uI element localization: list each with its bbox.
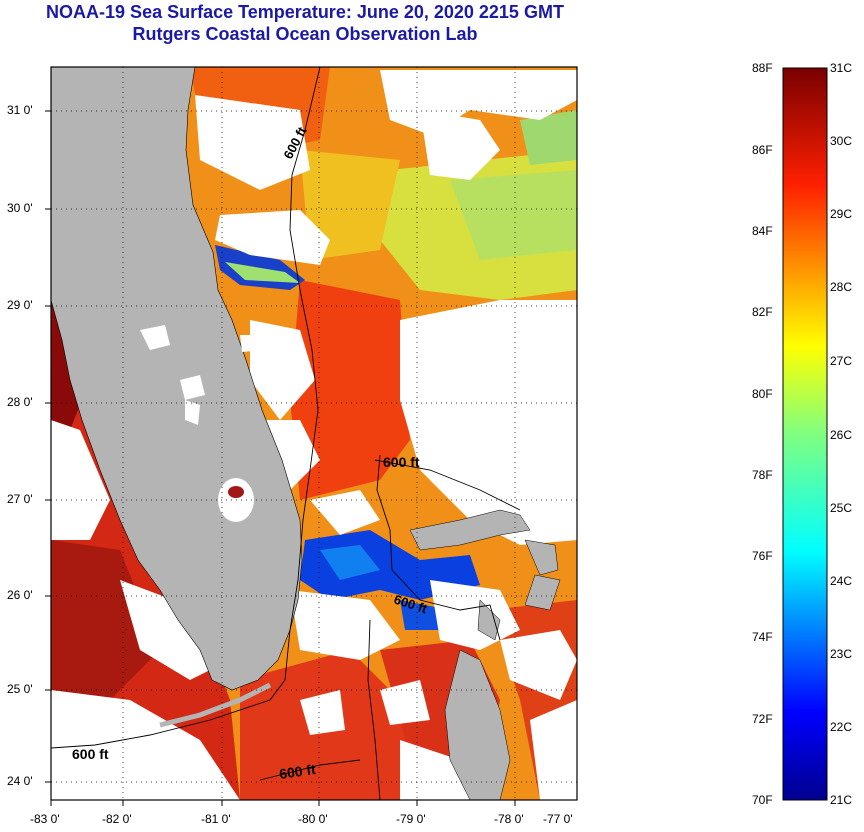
cloud-cover xyxy=(530,700,577,800)
florida-landmass xyxy=(51,67,303,691)
temperature-colorbar xyxy=(782,67,828,801)
warm-zone xyxy=(290,280,410,500)
isobath-label: 600 ft xyxy=(278,761,317,782)
colorbar-label-f: 78F xyxy=(752,468,773,482)
colorbar-label-f: 72F xyxy=(752,712,773,726)
latitude-label: 31 0' xyxy=(7,103,33,117)
cool-zone xyxy=(450,170,577,260)
longitude-label: -79 0' xyxy=(396,812,426,826)
colorbar-label-c: 21C xyxy=(830,793,853,807)
cloud-cover xyxy=(51,420,110,540)
isobath-600ft xyxy=(376,454,501,641)
colorbar-label-f: 86F xyxy=(752,143,773,157)
isobath-600ft xyxy=(259,759,361,781)
colorbar-label-f: 82F xyxy=(752,305,773,319)
cloud-cover xyxy=(51,690,240,800)
isobath-600ft xyxy=(374,459,521,511)
latitude-label: 26 0' xyxy=(7,588,33,602)
latitude-label: 25 0' xyxy=(7,682,33,696)
latitude-label: 24 0' xyxy=(7,774,33,788)
latitude-label: 28 0' xyxy=(7,395,33,409)
abaco xyxy=(524,539,559,576)
colorbar-label-c: 26C xyxy=(830,428,853,442)
cloud-cover xyxy=(310,490,380,535)
cloud-cover xyxy=(380,680,430,725)
cloud-cover xyxy=(215,210,330,265)
cloud-cover xyxy=(430,470,500,520)
colorbar-label-f: 80F xyxy=(752,387,773,401)
colorbar-label-f: 70F xyxy=(752,793,773,807)
cool-zone xyxy=(520,110,577,165)
colorbar-label-c: 31C xyxy=(830,61,853,75)
graticule xyxy=(51,67,577,800)
eleuthera xyxy=(524,574,561,611)
isobath-600ft xyxy=(367,619,381,800)
cloud-cover xyxy=(185,400,200,425)
isobath-label: 600 ft xyxy=(383,454,420,470)
colorbar-label-c: 23C xyxy=(830,647,853,661)
cloud-cover xyxy=(300,690,345,735)
colorbar-label-f: 84F xyxy=(752,224,773,238)
cloud-cover xyxy=(290,590,400,660)
latitude-label: 30 0' xyxy=(7,201,33,215)
lake-sst xyxy=(228,486,244,498)
colorbar-label-c: 24C xyxy=(830,574,853,588)
map-title: NOAA-19 Sea Surface Temperature: June 20… xyxy=(46,2,564,22)
axis-ticks xyxy=(45,110,516,806)
cloud-cover xyxy=(240,335,262,352)
longitude-label: -80 0' xyxy=(298,812,328,826)
cloud-cover xyxy=(250,320,315,420)
latitude-label: 29 0' xyxy=(7,298,33,312)
sst-map xyxy=(51,67,577,800)
longitude-label: -82 0' xyxy=(102,812,132,826)
colorbar-label-f: 76F xyxy=(752,549,773,563)
longitude-label: -77 0' xyxy=(543,812,573,826)
colorbar-label-f: 88F xyxy=(752,61,773,75)
longitude-label: -78 0' xyxy=(494,812,524,826)
isobath-600ft xyxy=(51,67,321,749)
cloud-cover xyxy=(180,375,205,400)
florida-keys xyxy=(159,682,272,728)
longitude-label: -81 0' xyxy=(201,812,231,826)
cool-zone xyxy=(300,150,400,260)
colorbar-label-c: 29C xyxy=(830,207,853,221)
longitude-label: -83 0' xyxy=(30,812,60,826)
cloud-cover xyxy=(140,325,170,350)
colorbar-label-c: 25C xyxy=(830,501,853,515)
colorbar-label-f: 74F xyxy=(752,630,773,644)
cloud-cover xyxy=(420,110,500,180)
colorbar-label-c: 30C xyxy=(830,134,853,148)
latitude-label: 27 0' xyxy=(7,492,33,506)
cold-water-patch xyxy=(320,545,380,580)
berry-islands xyxy=(477,599,501,641)
colorbar-label-c: 27C xyxy=(830,354,853,368)
cloud-cover xyxy=(195,95,310,190)
colorbar-label-c: 28C xyxy=(830,280,853,294)
map-subtitle: Rutgers Coastal Ocean Observation Lab xyxy=(132,24,478,44)
grand-bahama xyxy=(409,509,531,551)
map-frame xyxy=(50,66,578,801)
cloud-cover xyxy=(500,630,577,700)
warm-zone xyxy=(51,540,160,700)
colorbar-label-c: 22C xyxy=(830,720,853,734)
cloud-cover xyxy=(400,740,470,800)
cool-zone xyxy=(225,262,300,283)
andros xyxy=(444,649,511,800)
isobath-label: 600 ft xyxy=(72,746,109,762)
